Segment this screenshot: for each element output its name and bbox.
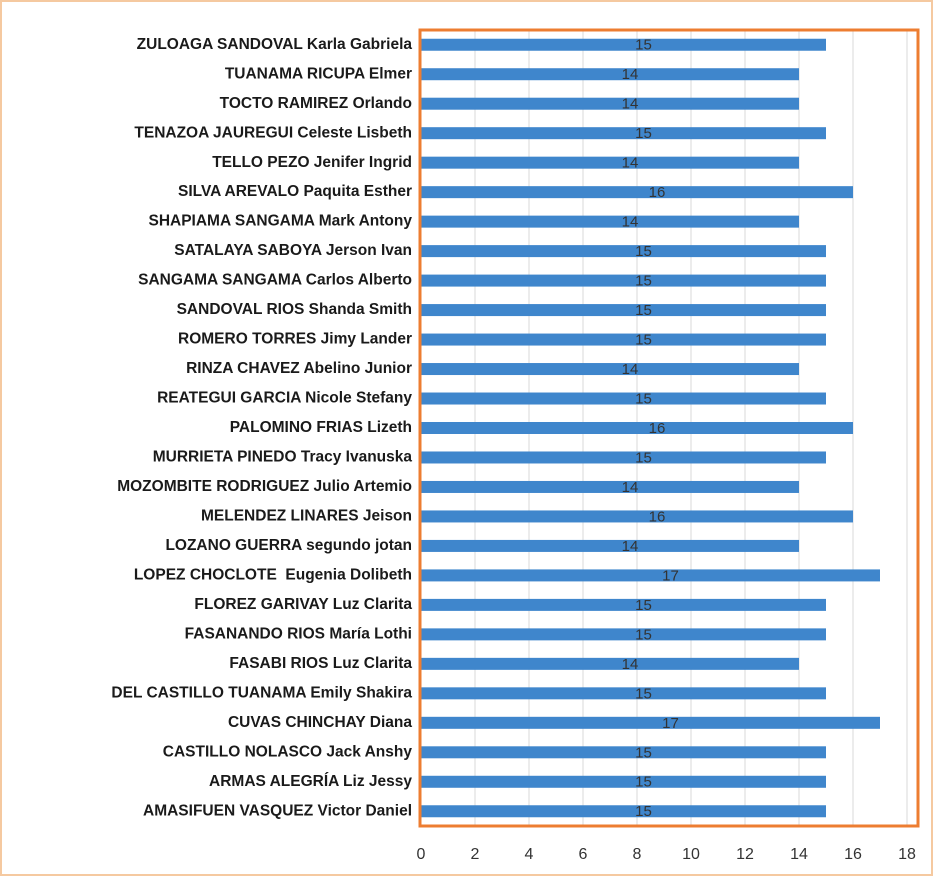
x-tick-label: 10 — [682, 846, 700, 863]
value-label: 14 — [622, 479, 639, 496]
x-tick-label: 12 — [736, 846, 754, 863]
value-label: 16 — [649, 420, 666, 437]
category-label: TELLO PEZO Jenifer Ingrid — [212, 154, 412, 171]
bar — [421, 97, 799, 110]
value-label: 17 — [662, 567, 679, 584]
value-label: 14 — [622, 155, 639, 172]
value-label: 15 — [635, 125, 652, 142]
category-label: TUANAMA RICUPA Elmer — [225, 65, 412, 82]
category-label: SANGAMA SANGAMA Carlos Alberto — [138, 272, 412, 289]
x-tick-label: 0 — [417, 846, 426, 863]
value-label: 17 — [662, 715, 679, 732]
bar — [421, 805, 826, 818]
value-label: 14 — [622, 66, 639, 83]
value-label: 14 — [622, 538, 639, 555]
value-label: 16 — [649, 508, 666, 525]
bar — [421, 775, 826, 788]
bar — [421, 451, 826, 464]
bar — [421, 68, 799, 81]
bar — [421, 333, 826, 346]
bar — [421, 628, 826, 641]
bar — [421, 156, 799, 169]
category-label: AMASIFUEN VASQUEZ Victor Daniel — [143, 802, 412, 819]
category-label: PALOMINO FRIAS Lizeth — [230, 419, 412, 436]
bar — [421, 716, 880, 729]
category-label: MELENDEZ LINARES Jeison — [201, 508, 412, 525]
x-tick-label: 16 — [844, 846, 862, 863]
category-label: ROMERO TORRES Jimy Lander — [178, 331, 412, 348]
category-label: TOCTO RAMIREZ Orlando — [220, 95, 412, 112]
bar — [421, 539, 799, 552]
bar — [421, 274, 826, 287]
x-tick-label: 8 — [633, 846, 642, 863]
value-label: 15 — [635, 744, 652, 761]
value-label: 15 — [635, 390, 652, 407]
category-label: FASANANDO RIOS María Lothi — [185, 625, 412, 642]
value-label: 15 — [635, 626, 652, 643]
value-label: 15 — [635, 597, 652, 614]
bar — [421, 304, 826, 317]
bar — [421, 510, 853, 523]
bar — [421, 38, 826, 51]
category-label: TENAZOA JAUREGUI Celeste Lisbeth — [134, 124, 412, 141]
category-label: RINZA CHAVEZ Abelino Junior — [186, 360, 412, 377]
category-label: ZULOAGA SANDOVAL Karla Gabriela — [137, 36, 413, 53]
category-label: MOZOMBITE RODRIGUEZ Julio Artemio — [117, 478, 412, 495]
bar — [421, 480, 799, 493]
category-label: SILVA AREVALO Paquita Esther — [178, 183, 412, 200]
x-tick-label: 6 — [579, 846, 588, 863]
category-label: SANDOVAL RIOS Shanda Smith — [177, 301, 412, 318]
value-label: 14 — [622, 96, 639, 113]
category-label: CASTILLO NOLASCO Jack Anshy — [163, 743, 413, 760]
category-label: REATEGUI GARCIA Nicole Stefany — [157, 390, 412, 407]
x-tick-label: 2 — [471, 846, 480, 863]
value-label: 15 — [635, 803, 652, 820]
bar — [421, 186, 853, 199]
bar — [421, 422, 853, 434]
value-label: 15 — [635, 37, 652, 54]
value-label: 16 — [649, 184, 666, 201]
bar — [421, 687, 826, 700]
value-label: 15 — [635, 774, 652, 791]
x-tick-label: 14 — [790, 846, 808, 863]
category-label: SHAPIAMA SANGAMA Mark Antony — [148, 213, 412, 230]
plot-border — [418, 28, 920, 828]
value-label: 15 — [635, 302, 652, 319]
category-label: FASABI RIOS Luz Clarita — [229, 655, 412, 672]
category-label: DEL CASTILLO TUANAMA Emily Shakira — [111, 684, 412, 701]
bar — [421, 392, 826, 405]
category-label: FLOREZ GARIVAY Luz Clarita — [194, 596, 412, 613]
bar — [421, 569, 880, 582]
category-label: SATALAYA SABOYA Jerson Ivan — [174, 242, 412, 259]
value-label: 14 — [622, 214, 639, 231]
value-label: 15 — [635, 243, 652, 260]
x-tick-label: 18 — [898, 846, 916, 863]
bar — [421, 245, 826, 258]
bar — [421, 127, 826, 140]
value-label: 15 — [635, 449, 652, 466]
value-label: 15 — [635, 332, 652, 349]
value-label: 14 — [622, 656, 639, 673]
category-label: LOPEZ CHOCLOTE Eugenia Dolibeth — [134, 567, 412, 584]
category-label: CUVAS CHINCHAY Diana — [228, 714, 412, 731]
category-label: MURRIETA PINEDO Tracy Ivanuska — [153, 449, 413, 466]
bar — [421, 657, 799, 670]
value-label: 15 — [635, 273, 652, 290]
bar — [421, 598, 826, 611]
category-label: LOZANO GUERRA segundo jotan — [165, 537, 412, 554]
value-label: 14 — [622, 361, 639, 378]
bar — [421, 746, 826, 759]
category-label: ARMAS ALEGRÍA Liz Jessy — [209, 773, 412, 790]
bar — [421, 363, 799, 376]
bar — [421, 215, 799, 228]
value-label: 15 — [635, 685, 652, 702]
x-tick-label: 4 — [525, 846, 534, 863]
